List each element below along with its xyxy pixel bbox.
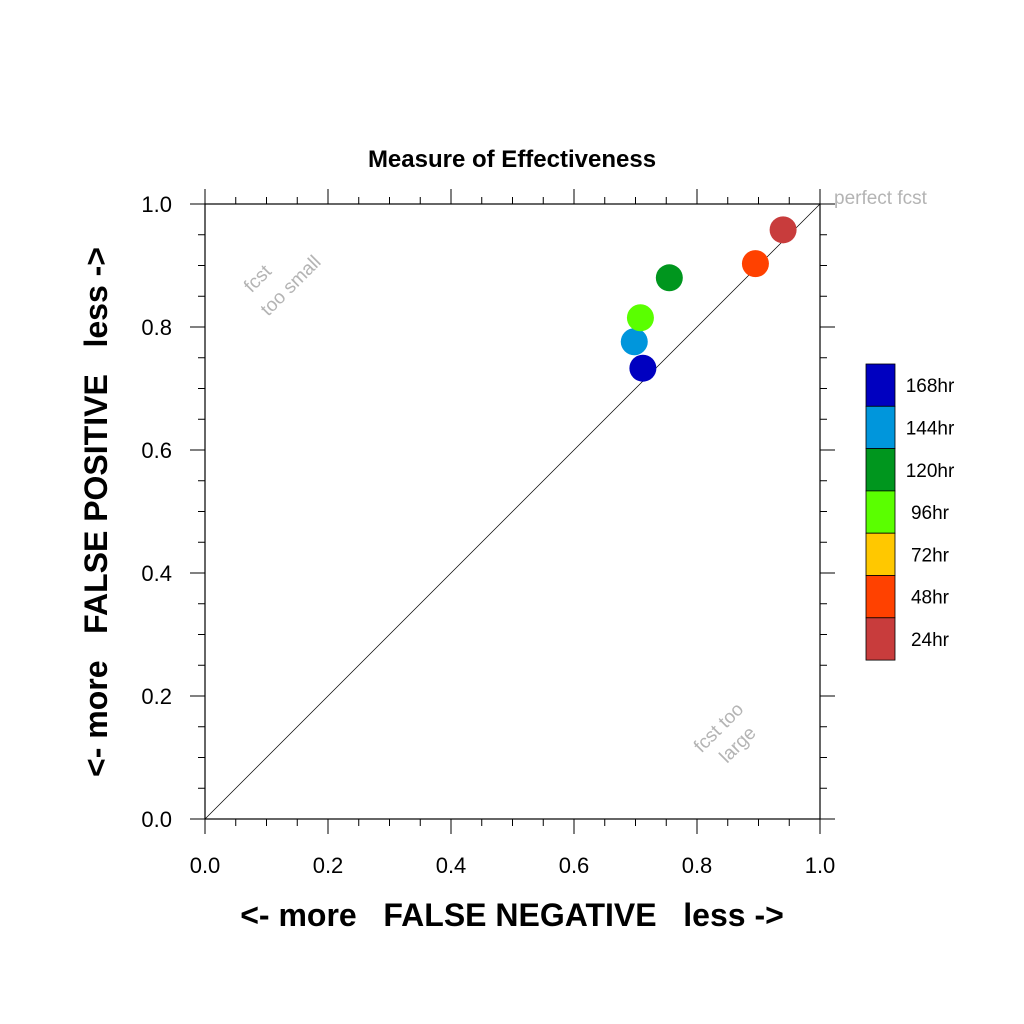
x-axis-label: <- more FALSE NEGATIVE less -> bbox=[240, 897, 784, 933]
y-axis-label: <- more FALSE POSITIVE less -> bbox=[78, 247, 114, 777]
reference-diagonal bbox=[204, 203, 821, 820]
data-points bbox=[620, 216, 797, 382]
tick-labels: 0.0 0.2 0.4 0.6 0.8 1.0 0.0 0.2 0.4 0.6 0.8 1.0 bbox=[141, 192, 835, 878]
legend-label-48hr: 48hr bbox=[911, 588, 950, 609]
plot-area: 0.0 0.2 0.4 0.6 0.8 1.0 0.0 0.2 0.4 0.6 0.8 1.0 bbox=[141, 189, 835, 878]
x-tick-label: 0.4 bbox=[436, 853, 467, 878]
x-tick-label: 1.0 bbox=[805, 853, 836, 878]
legend-label-144hr: 144hr bbox=[906, 418, 955, 439]
y-tick-label: 0.6 bbox=[141, 438, 172, 463]
legend: 168hr 144hr 120hr 96hr 72hr 48hr 24hr bbox=[865, 363, 955, 661]
y-tick-label: 0.0 bbox=[141, 807, 172, 832]
legend-label-24hr: 24hr bbox=[911, 630, 950, 651]
x-tick-label: 0.8 bbox=[682, 853, 713, 878]
data-point-120hr bbox=[655, 264, 683, 292]
y-tick-label: 0.8 bbox=[141, 315, 172, 340]
x-tick-label: 0.0 bbox=[190, 853, 221, 878]
legend-swatch-120hr bbox=[865, 448, 896, 492]
legend-swatch-168hr bbox=[865, 363, 896, 407]
legend-swatch-144hr bbox=[865, 405, 896, 449]
y-tick-label: 0.4 bbox=[141, 561, 172, 586]
legend-swatch-96hr bbox=[865, 490, 896, 534]
y-tick-label: 1.0 bbox=[141, 192, 172, 217]
data-point-24hr bbox=[769, 216, 797, 244]
x-tick-label: 0.2 bbox=[313, 853, 344, 878]
y-tick-label: 0.2 bbox=[141, 684, 172, 709]
tick-marks bbox=[190, 189, 835, 834]
legend-swatch-48hr bbox=[865, 575, 896, 619]
perfect-fcst-label: perfect fcst bbox=[834, 188, 928, 209]
legend-label-120hr: 120hr bbox=[906, 461, 955, 482]
too-small-label-line2: too small bbox=[257, 252, 326, 321]
x-tick-label: 0.6 bbox=[559, 853, 590, 878]
chart-title: Measure of Effectiveness bbox=[368, 146, 656, 173]
legend-swatch-24hr bbox=[865, 617, 896, 661]
data-point-168hr bbox=[629, 354, 657, 382]
data-point-48hr bbox=[741, 250, 769, 278]
legend-swatch-72hr bbox=[865, 532, 896, 576]
legend-label-96hr: 96hr bbox=[911, 503, 950, 524]
legend-label-72hr: 72hr bbox=[911, 545, 950, 566]
data-point-96hr bbox=[626, 304, 654, 332]
data-point-144hr bbox=[620, 328, 648, 356]
legend-label-168hr: 168hr bbox=[906, 376, 955, 397]
